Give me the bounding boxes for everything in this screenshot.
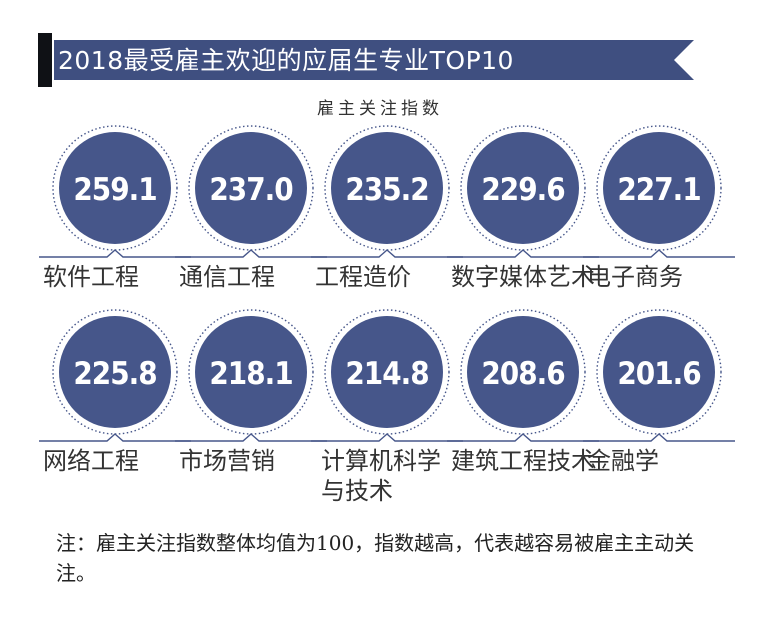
label-baseline <box>175 249 327 258</box>
category-label: 建筑工程技术 <box>451 447 595 475</box>
label-baseline <box>583 433 735 442</box>
value-circle: 229.6 <box>447 124 599 260</box>
label-baseline <box>447 433 599 442</box>
title-ribbon <box>54 40 694 80</box>
title-banner <box>38 33 694 87</box>
value-disc <box>59 132 171 244</box>
value-label: 218.1 <box>209 356 293 392</box>
label-baseline <box>39 249 191 258</box>
value-disc <box>467 132 579 244</box>
label-baseline <box>447 249 599 258</box>
value-label: 235.2 <box>345 172 429 208</box>
value-circle: 201.6 <box>583 308 735 444</box>
label-baseline <box>311 433 463 442</box>
title-ribbon-shape <box>54 40 694 80</box>
value-label: 208.6 <box>481 356 565 392</box>
value-disc <box>195 316 307 428</box>
value-disc <box>603 316 715 428</box>
value-circle: 225.8 <box>39 308 191 444</box>
value-disc <box>331 316 443 428</box>
footnote: 注：雇主关注指数整体均值为100，指数越高，代表越容易被雇主主动关注。 <box>56 531 695 585</box>
value-label: 201.6 <box>617 356 701 392</box>
category-label: 金融学 <box>587 447 659 475</box>
page-title: 2018最受雇主欢迎的应届生专业TOP10 <box>58 46 514 75</box>
label-baseline <box>175 433 327 442</box>
chart-subtitle: 雇主关注指数 <box>317 99 443 119</box>
value-circle: 214.8 <box>311 308 463 444</box>
value-disc <box>195 132 307 244</box>
value-label: 237.0 <box>209 172 293 208</box>
value-disc <box>331 132 443 244</box>
title-accent-bar <box>38 33 52 87</box>
value-label: 259.1 <box>73 172 157 208</box>
label-baseline <box>311 249 463 258</box>
label-baseline <box>583 249 735 258</box>
value-disc <box>467 316 579 428</box>
value-circle: 237.0 <box>175 124 327 260</box>
category-label: 工程造价 <box>315 263 411 291</box>
value-circle: 208.6 <box>447 308 599 444</box>
category-label: 电子商务 <box>587 263 683 291</box>
value-label: 214.8 <box>345 356 429 392</box>
value-disc <box>59 316 171 428</box>
category-label: 软件工程 <box>43 263 139 291</box>
value-circle: 218.1 <box>175 308 327 444</box>
category-label: 数字媒体艺术 <box>451 263 595 291</box>
value-label: 227.1 <box>617 172 701 208</box>
value-disc <box>603 132 715 244</box>
value-label: 225.8 <box>73 356 157 392</box>
category-label: 市场营销 <box>179 447 275 475</box>
category-label: 通信工程 <box>179 263 275 291</box>
label-baseline <box>39 433 191 442</box>
category-label: 计算机科学与技术 <box>321 447 441 505</box>
value-label: 229.6 <box>481 172 565 208</box>
value-circle: 227.1 <box>583 124 735 260</box>
value-circle: 259.1 <box>39 124 191 260</box>
value-circle: 235.2 <box>311 124 463 260</box>
category-label: 网络工程 <box>43 447 139 475</box>
